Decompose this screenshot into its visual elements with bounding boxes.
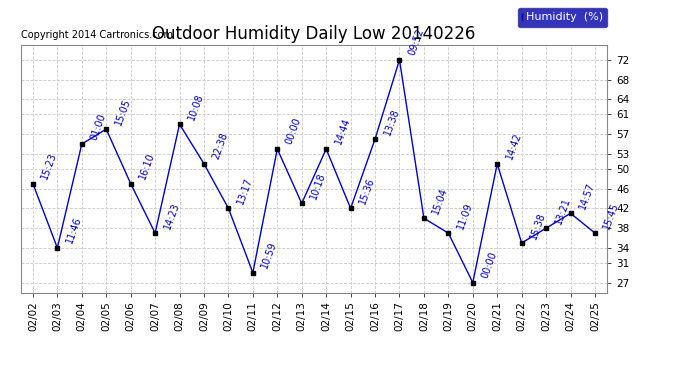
Text: 00:00: 00:00	[284, 117, 303, 146]
Text: 10:08: 10:08	[186, 92, 206, 122]
Legend: Humidity  (%): Humidity (%)	[518, 8, 607, 27]
Text: 10:18: 10:18	[308, 171, 328, 201]
Text: 01:00: 01:00	[89, 112, 108, 141]
Text: 00:00: 00:00	[480, 251, 499, 280]
Text: 15:38: 15:38	[529, 211, 548, 240]
Text: 22:38: 22:38	[211, 131, 230, 161]
Text: 14:57: 14:57	[578, 181, 596, 210]
Text: 11:46: 11:46	[64, 216, 83, 245]
Text: Copyright 2014 Cartronics.com: Copyright 2014 Cartronics.com	[21, 30, 172, 40]
Text: 14:42: 14:42	[504, 131, 523, 161]
Text: 15:45: 15:45	[602, 201, 621, 230]
Text: 14:23: 14:23	[162, 201, 181, 230]
Text: 09:52: 09:52	[406, 27, 426, 57]
Text: 13:17: 13:17	[235, 176, 255, 206]
Text: 10:59: 10:59	[260, 240, 279, 270]
Text: 13:21: 13:21	[553, 196, 572, 225]
Text: 15:23: 15:23	[40, 151, 59, 181]
Text: 11:09: 11:09	[455, 201, 474, 230]
Text: 14:44: 14:44	[333, 117, 352, 146]
Text: 16:10: 16:10	[137, 152, 157, 181]
Title: Outdoor Humidity Daily Low 20140226: Outdoor Humidity Daily Low 20140226	[152, 26, 475, 44]
Text: 15:04: 15:04	[431, 186, 450, 216]
Text: 15:05: 15:05	[113, 97, 132, 126]
Text: 13:38: 13:38	[382, 107, 401, 136]
Text: 15:36: 15:36	[357, 176, 377, 206]
